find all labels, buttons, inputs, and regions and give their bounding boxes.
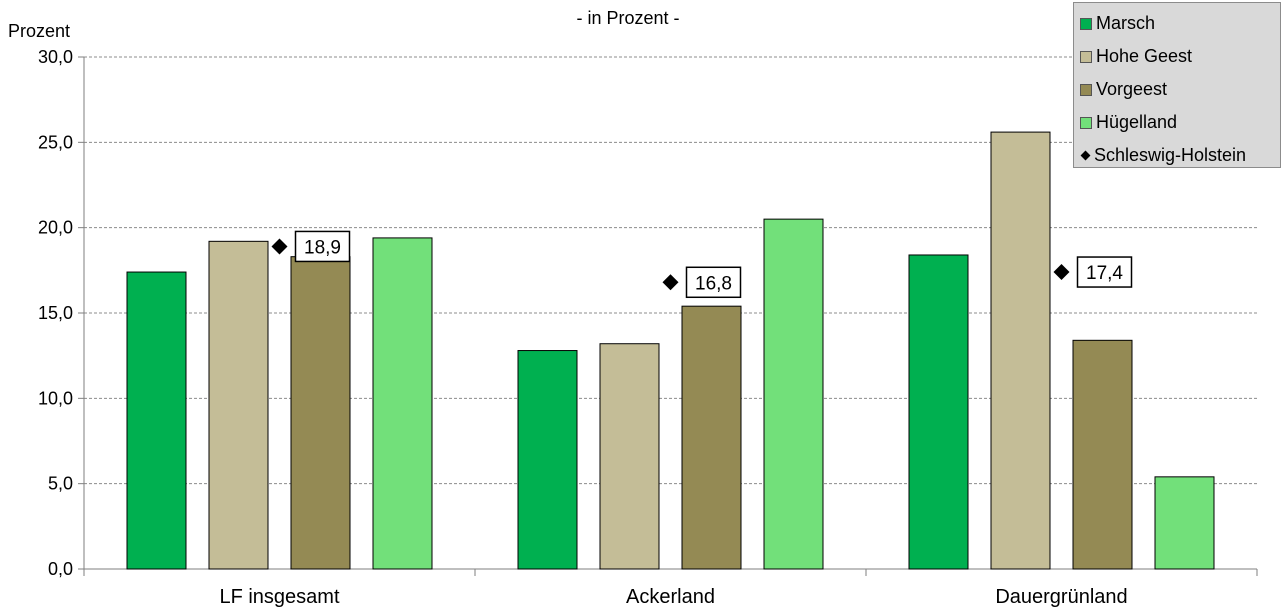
bar [908, 254, 969, 570]
markers: 18,9 16,8 17,4 [271, 230, 1133, 299]
y-axis-title: Prozent [8, 21, 70, 41]
marker-label-box [294, 230, 351, 263]
legend-item: Hügelland [1080, 106, 1280, 139]
bar [1154, 476, 1215, 570]
legend-label: Vorgeest [1096, 79, 1168, 99]
bar [290, 256, 351, 570]
legend-label: Schleswig-Holstein [1094, 145, 1247, 165]
y-tick-label: 10,0 [38, 388, 73, 408]
marker-diamond [662, 274, 679, 291]
y-tick-label: 20,0 [38, 218, 73, 238]
legend-swatch [1080, 50, 1092, 63]
marker-diamond [1053, 264, 1070, 281]
x-axis: LF insgesamt Ackerland Dauergrünland [83, 568, 1258, 608]
legend-item: Hohe Geest [1080, 40, 1280, 73]
bar [990, 131, 1051, 570]
marker-label: 17,4 [1086, 263, 1123, 284]
x-tick-label: Dauergrünland [995, 586, 1127, 608]
marker-label: 16,8 [695, 273, 732, 294]
legend: Marsch Hohe Geest Vorgeest Hügelland Sch… [1073, 2, 1281, 168]
marker-diamond [271, 238, 288, 255]
bar [126, 271, 187, 570]
x-tick-label: LF insgesamt [219, 586, 339, 608]
gridlines [84, 56, 1257, 485]
marker-label-box [685, 266, 742, 299]
legend-swatch [1080, 116, 1092, 129]
diamond-icon [1080, 150, 1090, 161]
legend-item: Vorgeest [1080, 73, 1280, 106]
y-tick-label: 0,0 [48, 559, 73, 579]
y-tick-label: 30,0 [38, 47, 73, 67]
bar [517, 350, 578, 570]
y-tick-label: 25,0 [38, 132, 73, 152]
legend-swatch [1080, 83, 1092, 96]
bar [681, 305, 742, 570]
chart-title: - in Prozent - [576, 8, 679, 28]
y-tick-label: 5,0 [48, 474, 73, 494]
bar [372, 237, 433, 570]
bars [126, 131, 1215, 570]
marker-label: 18,9 [304, 237, 341, 258]
bar [763, 218, 824, 570]
legend-swatch [1080, 17, 1092, 30]
x-tick-label: Ackerland [626, 586, 715, 608]
bar [1072, 339, 1133, 570]
marker-label-box [1076, 256, 1133, 288]
y-tick-label: 15,0 [38, 303, 73, 323]
bar [599, 343, 660, 570]
legend-label: Hügelland [1096, 112, 1178, 132]
legend-item: Marsch [1080, 7, 1280, 40]
y-axis: 0,0 5,0 10,0 15,0 20,0 25,0 30,0 [38, 47, 85, 579]
legend-label: Marsch [1096, 13, 1156, 33]
legend-label: Hohe Geest [1096, 46, 1193, 66]
legend-item: Schleswig-Holstein [1080, 139, 1280, 172]
bar [208, 240, 269, 570]
